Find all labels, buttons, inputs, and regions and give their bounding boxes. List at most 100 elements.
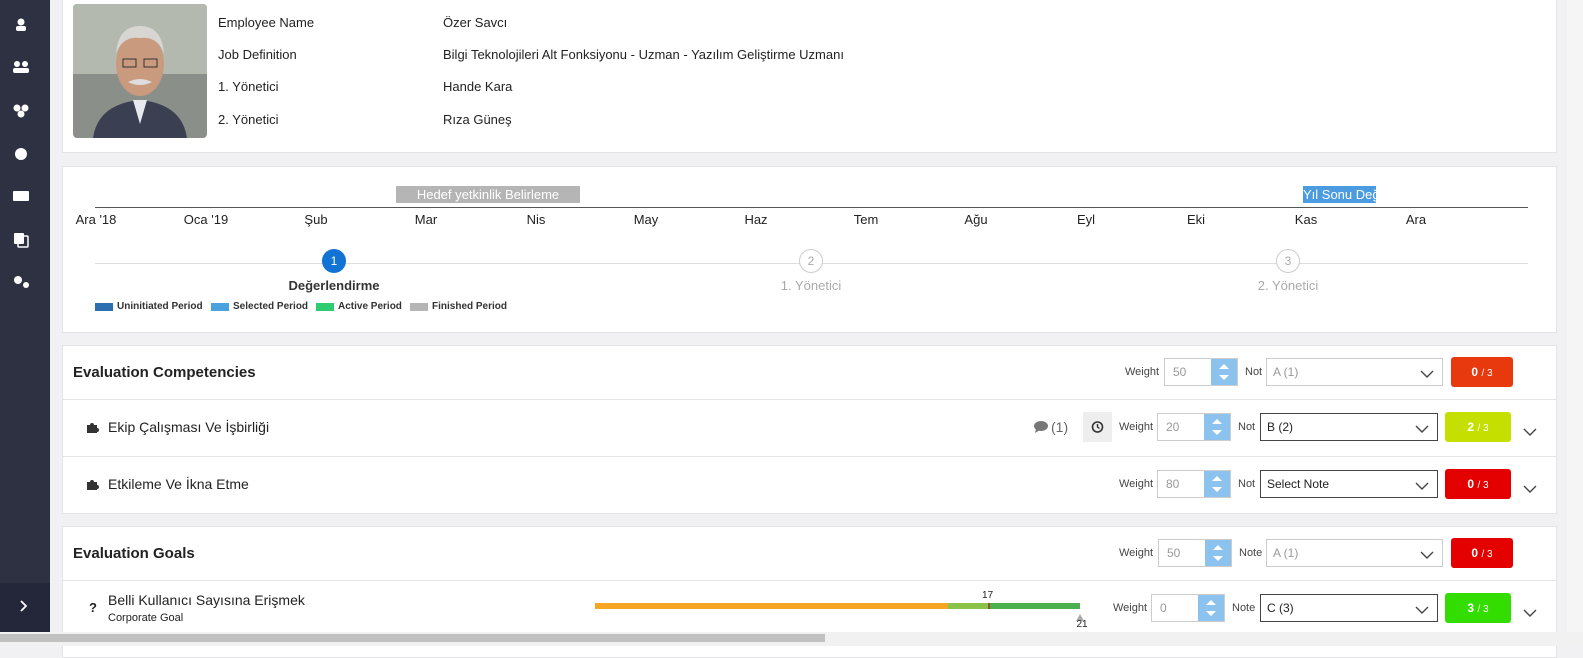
weight-spinner[interactable] <box>1211 359 1237 385</box>
score-max: / 3 <box>1477 604 1489 615</box>
goal-name: Belli Kullanıcı Sayısına Erişmek <box>108 592 305 608</box>
note-value: Select Note <box>1267 477 1330 491</box>
employee-photo <box>73 4 207 138</box>
select-arrow[interactable] <box>1415 603 1429 618</box>
note-label: Not <box>1238 421 1256 433</box>
section-title: Evaluation Goals <box>73 545 195 562</box>
scrollbar-thumb[interactable] <box>0 634 825 642</box>
legend-swatch <box>211 303 229 311</box>
step-circle[interactable]: 3 <box>1276 249 1300 273</box>
current-label: 17 <box>982 590 994 601</box>
competency-icon <box>86 477 100 494</box>
month-label: Haz <box>744 212 768 227</box>
expand-toggle[interactable] <box>1523 482 1537 497</box>
legend-label: Active Period <box>338 301 402 312</box>
step-circle[interactable]: 2 <box>799 249 823 273</box>
note-select[interactable]: Select Note <box>1260 470 1438 498</box>
month-label: Ağu <box>964 212 988 227</box>
divider <box>63 580 1556 581</box>
select-arrow[interactable] <box>1420 548 1434 563</box>
divider <box>63 456 1556 457</box>
note-label: Not <box>1238 478 1256 490</box>
note-value: C (3) <box>1267 601 1294 615</box>
goal-type: Corporate Goal <box>108 612 184 624</box>
field-label: 2. Yönetici <box>218 111 279 127</box>
select-arrow[interactable] <box>1415 422 1429 437</box>
weight-value: 0 <box>1160 601 1167 615</box>
divider <box>63 399 1556 400</box>
weight-input[interactable]: 50 <box>1158 539 1232 567</box>
note-label: Note <box>1232 602 1256 614</box>
note-select[interactable]: A (1) <box>1266 539 1443 567</box>
expand-toggle[interactable] <box>1523 606 1537 621</box>
month-label: May <box>633 212 659 227</box>
legend-swatch <box>410 303 428 311</box>
weight-input[interactable]: 20 <box>1157 413 1231 441</box>
month-label: Tem <box>853 212 879 227</box>
score-max: / 3 <box>1481 549 1493 560</box>
progress-low <box>595 603 948 609</box>
select-arrow[interactable] <box>1420 367 1434 382</box>
timeline-card: Ara '18 Oca '19 Şub Mar Nis May Haz Tem Ağu Eyl Ek… <box>62 166 1557 333</box>
competency-name: Etkileme Ve İkna Etme <box>108 476 249 492</box>
target-marker <box>1076 609 1084 624</box>
weight-spinner[interactable] <box>1204 414 1230 440</box>
field-value: Hande Kara <box>443 79 513 95</box>
weight-label: Weight <box>1125 366 1160 378</box>
score-max: / 3 <box>1481 368 1493 379</box>
field-value: Özer Savcı <box>443 15 508 30</box>
weight-input[interactable]: 0 <box>1151 594 1225 622</box>
note-select[interactable]: B (2) <box>1260 413 1438 441</box>
progress-current <box>947 603 988 609</box>
weight-spinner[interactable] <box>1205 540 1231 566</box>
field-value: Rıza Güneş <box>443 111 512 127</box>
comment-count[interactable]: (1) <box>1051 419 1069 435</box>
month-label: Eki <box>1186 212 1206 227</box>
note-value: B (2) <box>1267 420 1294 434</box>
note-value: A (1) <box>1273 546 1299 560</box>
sidebar-icons[interactable] <box>0 0 50 646</box>
legend-label: Selected Period <box>233 301 309 312</box>
step-circle[interactable]: 1 <box>322 249 346 273</box>
expand-toggle[interactable] <box>1523 425 1537 440</box>
weight-label: Weight <box>1119 421 1154 433</box>
goal-icon: ? <box>89 600 97 615</box>
period-bar: Yıl Sonu Değ <box>1303 186 1376 203</box>
step-label: 2. Yönetici <box>1257 278 1319 293</box>
month-label: Kas <box>1294 212 1318 227</box>
horizontal-scrollbar[interactable] <box>0 632 1583 646</box>
weight-label: Weight <box>1113 602 1148 614</box>
weight-input[interactable]: 50 <box>1164 358 1238 386</box>
weight-spinner[interactable] <box>1204 471 1230 497</box>
score: 2 <box>1467 420 1475 434</box>
weight-spinner[interactable] <box>1198 595 1224 621</box>
score: 0 <box>1471 546 1479 560</box>
score-badge: 0 / 3 <box>1445 469 1511 499</box>
month-label: Nis <box>526 212 546 227</box>
note-value: A (1) <box>1273 365 1299 379</box>
month-label: Şub <box>304 212 328 227</box>
score: 0 <box>1467 477 1475 491</box>
note-select[interactable]: C (3) <box>1260 594 1438 622</box>
score: 3 <box>1467 601 1475 615</box>
step-label: 1. Yönetici <box>780 278 842 293</box>
weight-value: 50 <box>1173 365 1187 379</box>
note-select[interactable]: A (1) <box>1266 358 1443 386</box>
competency-name: Ekip Çalışması Ve İşbirliği <box>108 419 270 435</box>
score-badge: 2 / 3 <box>1445 412 1511 442</box>
select-arrow[interactable] <box>1415 479 1429 494</box>
history-button[interactable] <box>1083 412 1112 442</box>
legend-swatch <box>95 303 113 311</box>
vertical-scrollbar[interactable] <box>1567 0 1583 632</box>
field-label: Employee Name <box>218 15 315 30</box>
weight-label: Weight <box>1119 478 1154 490</box>
weight-input[interactable]: 80 <box>1157 470 1231 498</box>
employee-card: Employee Name Özer Savcı Job Definition Bil… <box>62 0 1557 153</box>
note-label: Not <box>1245 366 1263 378</box>
target-label: 21 <box>1076 619 1088 630</box>
competency-icon <box>86 420 100 437</box>
score-badge: 3 / 3 <box>1445 593 1511 623</box>
comment-icon[interactable] <box>1033 420 1049 437</box>
month-label: Oca '19 <box>183 212 229 227</box>
